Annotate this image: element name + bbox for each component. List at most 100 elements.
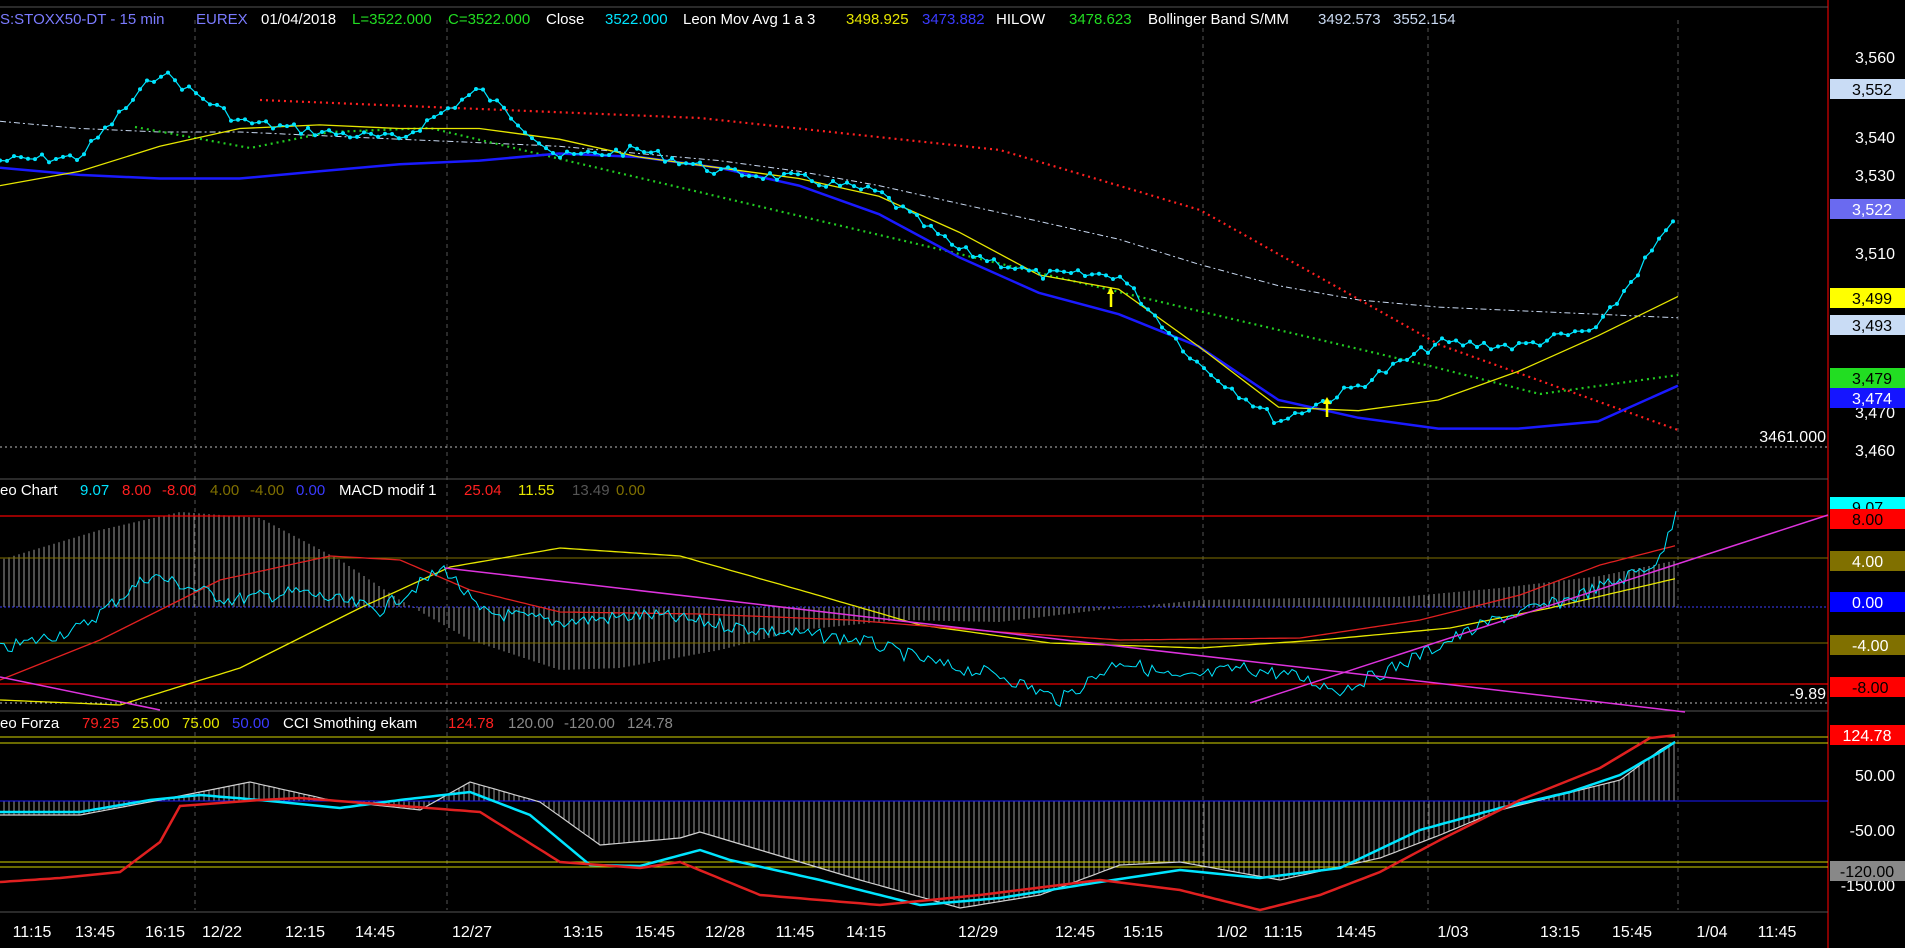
close-price-point (789, 171, 793, 176)
close-price-point (1279, 418, 1283, 423)
close-price-point (1622, 289, 1626, 294)
close-price-point (1181, 349, 1185, 354)
time-label: 11:45 (776, 924, 815, 941)
close-price-point (159, 74, 163, 79)
price-tag-box (1830, 388, 1905, 408)
price-tick: 3,540 (1855, 130, 1895, 147)
close-price-point (852, 184, 856, 189)
hilow-value: 3478.623 (1069, 11, 1132, 28)
close-val-label: C=3522.000 (448, 11, 530, 28)
macd-slow-line (0, 545, 1676, 681)
bb-value-2: 3552.154 (1393, 11, 1456, 28)
time-label: 15:45 (1612, 924, 1652, 941)
close-price-point (103, 125, 107, 130)
close-price-point (1573, 329, 1577, 334)
close-price-point (803, 172, 807, 177)
close-price-point (1510, 347, 1514, 352)
macd-histogram (3, 512, 1675, 670)
close-price-point (1377, 369, 1381, 374)
forza-panel (0, 734, 1828, 912)
close-price-point (523, 130, 527, 135)
close-price-point (1097, 271, 1101, 276)
close-price-point (936, 232, 940, 237)
close-price-point (1650, 248, 1654, 253)
price-tick: 3,460 (1855, 443, 1895, 460)
close-price-point (1251, 404, 1255, 409)
close-price-point (901, 204, 905, 209)
close-price-point (61, 154, 65, 159)
macd-line (0, 510, 1677, 708)
close-price-point (880, 190, 884, 195)
close-price-point (341, 131, 345, 136)
forza-tag-label: 124.78 (1843, 728, 1892, 745)
price-tick: 3,560 (1855, 50, 1895, 67)
close-price-point (831, 179, 835, 184)
macd-signal-line (0, 547, 1676, 706)
close-price-point (299, 131, 303, 136)
price-panel: 3461.000 (0, 70, 1828, 448)
close-price-point (992, 257, 996, 262)
close-price-point (1601, 314, 1605, 319)
close-price-point (1524, 341, 1528, 346)
forza-lines (0, 734, 1676, 912)
close-price-point (565, 149, 569, 154)
close-price-point (628, 143, 632, 148)
close-price-point (1370, 377, 1374, 382)
close-price-point (810, 179, 814, 184)
close-price-point (362, 130, 366, 135)
close-price-point (1083, 273, 1087, 278)
time-label: 11:15 (1264, 924, 1303, 941)
close-price-point (775, 177, 779, 182)
close-price-point (929, 223, 933, 228)
close-price-point (502, 105, 506, 110)
close-price-point (292, 122, 296, 127)
forza-gray-line (0, 741, 1676, 909)
macd-v2: 8.00 (122, 482, 151, 499)
time-label: 16:15 (145, 924, 185, 941)
forza-v1: 79.25 (82, 715, 120, 732)
close-price-point (747, 173, 751, 178)
close-price-point (712, 171, 716, 176)
close-price-point (1587, 328, 1591, 333)
close-price-point (1608, 305, 1612, 310)
close-price-point (1013, 266, 1017, 271)
close-price-point (89, 138, 93, 143)
forza-tick: -150.00 (1841, 878, 1895, 895)
macd-lines (0, 510, 1829, 713)
close-price-point (1160, 325, 1164, 330)
close-price-point (593, 150, 597, 155)
close-price-point (1363, 385, 1367, 390)
close-price-point (1335, 395, 1339, 400)
macd-panel: -9.89 (0, 510, 1829, 713)
close-price-point (432, 114, 436, 119)
close-price-point (866, 184, 870, 189)
close-price-point (1398, 358, 1402, 363)
close-price-point (1629, 279, 1633, 284)
macd-m3: 13.49 (572, 482, 610, 499)
macd-hline-label: -9.89 (1790, 686, 1827, 703)
macd-tag-label: 0.00 (1852, 595, 1883, 612)
close-price-point (824, 184, 828, 189)
close-price-point (579, 151, 583, 156)
close-price-point (1202, 366, 1206, 371)
close-price-point (467, 93, 471, 98)
close-price-point (26, 156, 30, 161)
close-price-point (1349, 385, 1353, 390)
close-price-point (663, 159, 667, 164)
close-price-point (537, 141, 541, 146)
forza-cci-line (0, 740, 1676, 907)
close-price-point (1258, 405, 1262, 410)
close-price-point (82, 152, 86, 157)
close-price-point (404, 134, 408, 139)
close-price-point (201, 96, 205, 101)
close-price-point (1307, 408, 1311, 413)
close-price-point (971, 254, 975, 259)
close-price-point (1272, 420, 1276, 425)
close-price-point (572, 151, 576, 156)
red-dotted-line (259, 98, 1679, 432)
close-price-point (1223, 385, 1227, 390)
close-price-point (1482, 340, 1486, 345)
ma-value-2: 3473.882 (922, 11, 985, 28)
close-price-point (670, 156, 674, 161)
